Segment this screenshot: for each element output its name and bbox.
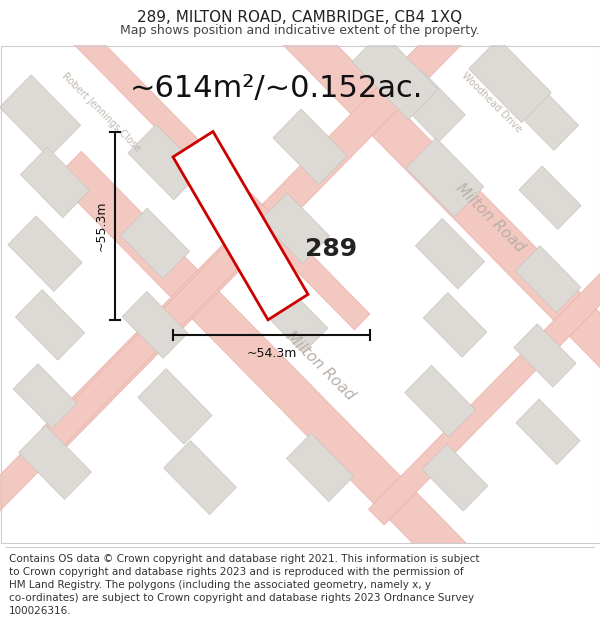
- Text: Map shows position and indicative extent of the property.: Map shows position and indicative extent…: [120, 24, 480, 37]
- Polygon shape: [16, 289, 85, 360]
- Text: Milton Road: Milton Road: [283, 328, 357, 403]
- Polygon shape: [262, 286, 328, 353]
- Polygon shape: [0, 238, 250, 544]
- Text: Robert Jennings Close: Robert Jennings Close: [60, 71, 143, 153]
- Polygon shape: [286, 433, 353, 502]
- Text: Milton Road: Milton Road: [453, 181, 527, 256]
- Polygon shape: [415, 218, 485, 289]
- Polygon shape: [423, 292, 487, 357]
- Text: Woodhead Drive: Woodhead Drive: [460, 71, 524, 134]
- Polygon shape: [368, 258, 600, 525]
- Polygon shape: [0, 0, 370, 330]
- Polygon shape: [235, 0, 600, 428]
- Polygon shape: [164, 441, 236, 514]
- Polygon shape: [128, 124, 202, 200]
- Polygon shape: [13, 364, 77, 429]
- Polygon shape: [395, 70, 466, 142]
- Polygon shape: [515, 246, 581, 312]
- Polygon shape: [122, 291, 188, 358]
- Text: 289, MILTON ROAD, CAMBRIDGE, CB4 1XQ: 289, MILTON ROAD, CAMBRIDGE, CB4 1XQ: [137, 10, 463, 25]
- Polygon shape: [19, 425, 91, 499]
- Polygon shape: [55, 151, 506, 611]
- Polygon shape: [42, 0, 558, 450]
- Polygon shape: [404, 365, 475, 438]
- Polygon shape: [516, 399, 580, 464]
- Polygon shape: [422, 444, 488, 511]
- Polygon shape: [514, 324, 576, 387]
- Polygon shape: [519, 166, 581, 229]
- Polygon shape: [0, 75, 80, 158]
- Polygon shape: [511, 82, 578, 151]
- Polygon shape: [20, 147, 89, 218]
- Polygon shape: [173, 131, 308, 320]
- Text: ~54.3m: ~54.3m: [247, 348, 296, 360]
- Text: ~614m²/~0.152ac.: ~614m²/~0.152ac.: [130, 74, 424, 102]
- Text: Contains OS data © Crown copyright and database right 2021. This information is : Contains OS data © Crown copyright and d…: [9, 554, 479, 616]
- Polygon shape: [8, 216, 82, 291]
- Text: 289: 289: [305, 237, 357, 261]
- Polygon shape: [469, 39, 551, 122]
- Polygon shape: [273, 109, 347, 184]
- Polygon shape: [352, 32, 438, 119]
- Polygon shape: [121, 208, 190, 279]
- Polygon shape: [260, 193, 329, 264]
- Text: ~55.3m: ~55.3m: [95, 201, 107, 251]
- Polygon shape: [406, 138, 484, 217]
- Polygon shape: [138, 369, 212, 444]
